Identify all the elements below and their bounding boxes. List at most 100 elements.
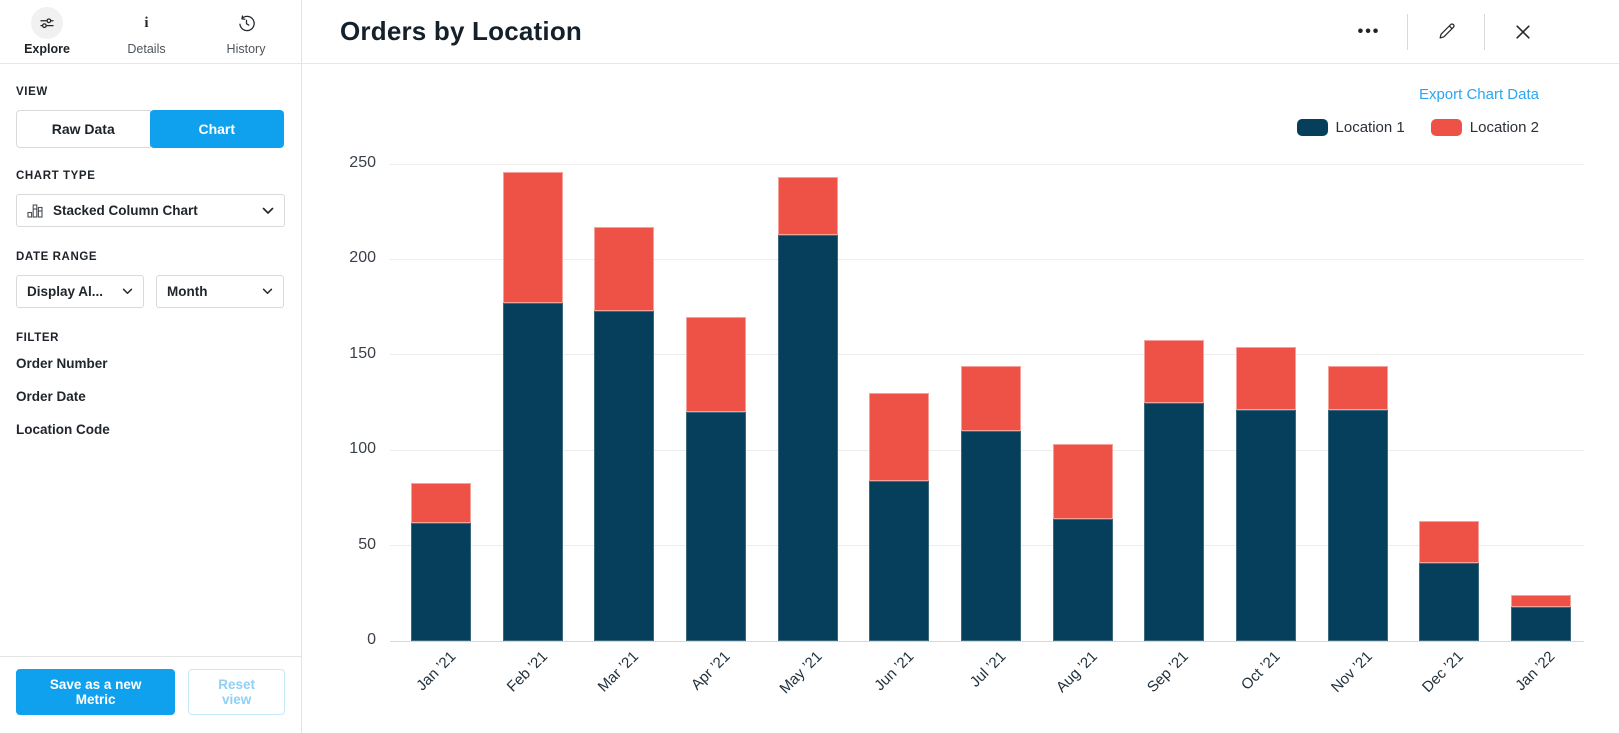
legend-item-location1[interactable]: Location 1 [1296,119,1405,136]
date-range-heading: DATE RANGE [16,251,98,263]
page-title: Orders by Location [340,16,582,46]
x-axis-tick-label: Aug ’21 [1052,648,1101,696]
plot-area: 0 50 100 150 200 250 Jan ’21 Feb ’21 Mar ’21 Apr … [349,154,1584,697]
bar-segment-location2[interactable] [594,226,655,311]
x-axis-tick-label: Jan ’21 [412,648,460,695]
bar-segment-location2[interactable] [502,171,563,304]
chart-type-value: Stacked Column Chart [53,203,198,218]
tab-explore-label: Explore [24,42,70,56]
tab-details-label: Details [127,42,166,56]
bar-segment-location2[interactable] [1052,444,1113,519]
granularity-select[interactable]: Month [156,275,284,308]
sliders-icon [31,7,63,39]
gridline [390,640,1584,642]
chart-type-select[interactable]: Stacked Column Chart [16,194,285,227]
filter-order-number[interactable]: Order Number [16,356,108,371]
bar-segment-location1[interactable] [960,431,1021,641]
x-axis-tick-label: Jan ’22 [1512,648,1559,695]
y-axis-tick-label: 250 [349,154,376,171]
x-axis-tick-label: May ’21 [776,648,826,698]
bar-column [1510,595,1571,641]
bar-segment-location2[interactable] [960,366,1021,432]
y-axis-tick-label: 150 [349,344,376,362]
bar-segment-location1[interactable] [1510,606,1571,641]
sidebar: Explore i Details History VIEW [0,0,302,733]
bar-segment-location1[interactable] [594,310,655,641]
tab-details[interactable]: i Details [118,7,176,57]
bar-segment-location2[interactable] [685,316,746,413]
legend-label-location2: Location 2 [1469,119,1539,136]
bar-column [594,226,655,641]
close-button[interactable] [1485,22,1561,42]
bar-segment-location1[interactable] [411,522,471,641]
y-axis-tick-label: 50 [358,535,376,553]
bar-segment-location2[interactable] [777,177,838,235]
chart-legend: Location 1 Location 2 [1296,119,1539,136]
chart-button[interactable]: Chart [149,110,284,148]
x-axis-tick-label: Nov ’21 [1327,648,1376,696]
bar-segment-location1[interactable] [1327,410,1388,641]
chevron-down-icon [122,288,133,295]
close-icon [1513,22,1533,42]
x-axis-tick-label: Oct ’21 [1238,648,1284,694]
bar-segment-location1[interactable] [1235,410,1296,641]
sidebar-footer: Save as a new Metric Reset view [0,656,301,733]
gridline [390,354,1584,356]
legend-swatch-location1 [1296,119,1328,136]
bar-segment-location2[interactable] [1327,366,1388,411]
x-axis-tick-label: Jul ’21 [966,648,1009,691]
bar-segment-location1[interactable] [869,480,930,641]
date-range-select[interactable]: Display Al... [16,275,144,308]
filter-order-date[interactable]: Order Date [16,389,86,404]
more-options-button[interactable]: ••• [1331,23,1407,39]
bar-column [1419,520,1480,641]
bar-column [1144,339,1205,641]
x-axis-tick-label: Apr ’21 [688,648,734,694]
pencil-icon [1436,21,1457,42]
bar-column [502,171,563,641]
bar-column [1327,366,1388,641]
bar-segment-location1[interactable] [777,234,838,641]
legend-swatch-location2 [1430,119,1462,136]
bar-segment-location2[interactable] [1510,595,1571,607]
y-axis-tick-label: 0 [367,631,376,648]
filter-location-code[interactable]: Location Code [16,422,110,437]
granularity-value: Month [167,284,208,299]
view-heading: VIEW [16,86,48,98]
bar-column [685,316,746,641]
tab-history-label: History [226,42,266,56]
bar-segment-location2[interactable] [1235,347,1296,411]
legend-label-location1: Location 1 [1335,119,1405,136]
bar-segment-location1[interactable] [1419,562,1480,641]
save-as-new-metric-button[interactable]: Save as a new Metric [16,669,176,715]
bar-column [1052,444,1113,641]
x-axis-tick-label: Dec ’21 [1419,648,1468,696]
bar-segment-location2[interactable] [869,392,930,481]
bar-segment-location1[interactable] [685,412,746,641]
raw-data-button[interactable]: Raw Data [16,110,151,148]
info-icon: i [144,14,149,31]
legend-item-location2[interactable]: Location 2 [1430,119,1539,136]
tab-history[interactable]: History [217,7,275,56]
filter-heading: FILTER [16,332,59,344]
tab-explore[interactable]: Explore [18,7,76,56]
bar-segment-location1[interactable] [1052,518,1113,641]
bar-segment-location2[interactable] [1419,520,1480,563]
history-icon [230,7,262,39]
stacked-column-icon [27,203,44,218]
reset-view-button[interactable]: Reset view [188,669,285,715]
bar-segment-location1[interactable] [502,303,563,641]
bar-segment-location2[interactable] [411,482,471,523]
x-axis-tick-label: Feb ’21 [503,648,551,696]
main-header: Orders by Location ••• [302,0,1619,64]
bar-column [960,366,1021,641]
bar-segment-location2[interactable] [1144,339,1205,403]
edit-button[interactable] [1408,21,1484,42]
date-range-value: Display Al... [27,284,104,299]
chart-type-heading: CHART TYPE [16,170,96,182]
export-chart-data-link[interactable]: Export Chart Data [1418,86,1539,103]
main-panel: Orders by Location ••• [302,0,1619,733]
bar-segment-location1[interactable] [1144,402,1205,641]
x-axis-tick-label: Jun ’21 [871,648,918,695]
